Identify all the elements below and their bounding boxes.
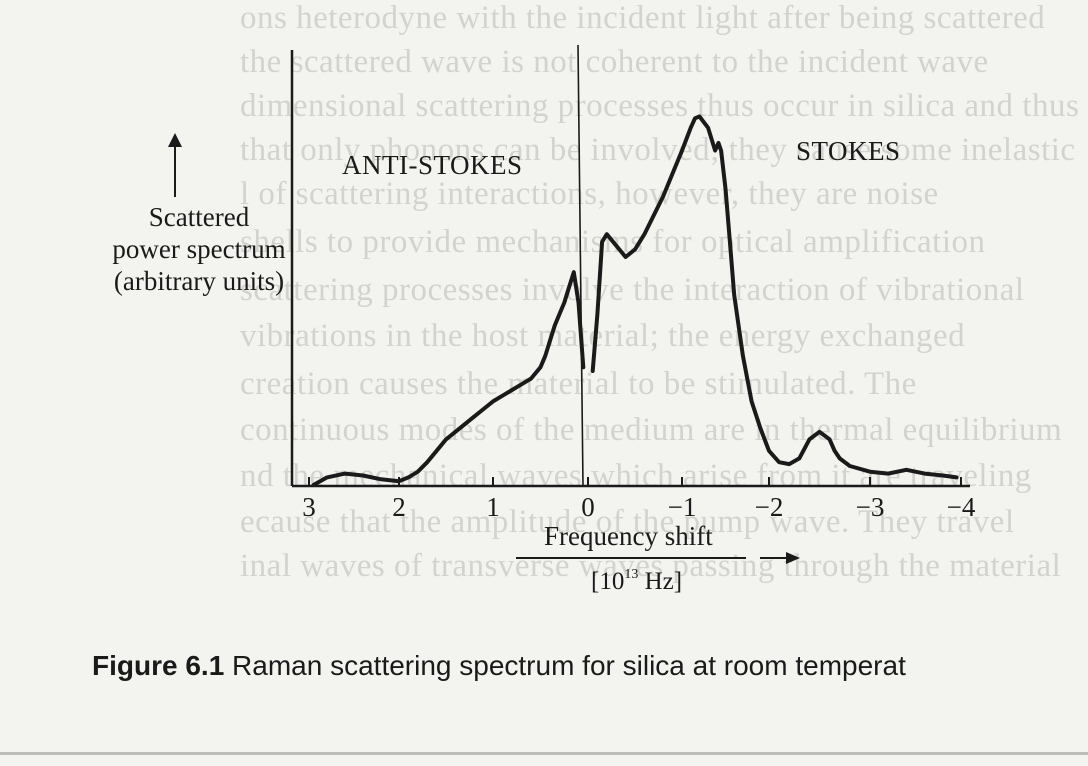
- figure-caption-text: Raman scattering spectrum for silica at …: [224, 650, 906, 681]
- right-arrow-icon: [786, 552, 800, 564]
- y-axis-label-line-3: (arbitrary units): [113, 266, 285, 296]
- x-tick-label: 3: [302, 492, 316, 522]
- y-axis-label-line-1: Scattered: [148, 202, 250, 232]
- x-axis-unit: [1013 Hz]: [591, 567, 682, 596]
- x-tick-label: −1: [668, 492, 697, 522]
- anti-stokes-spectrum-line: [311, 270, 586, 487]
- y-axis-label-line-2: power spectrum: [112, 234, 286, 264]
- y-axis-label: Scattered power spectrum (arbitrary unit…: [104, 201, 294, 297]
- stokes-spectrum-line: [590, 114, 959, 480]
- stokes-label: STOKES: [796, 136, 901, 166]
- x-tick-label: −2: [755, 492, 784, 522]
- x-axis-unit-suffix: Hz]: [638, 568, 683, 595]
- x-tick-label: −4: [947, 492, 976, 522]
- x-tick-label: 0: [581, 492, 595, 522]
- x-axis-unit-prefix: [10: [591, 568, 625, 595]
- x-axis-unit-exponent: 13: [624, 567, 639, 582]
- up-arrow-icon: [168, 133, 182, 197]
- anti-stokes-label: ANTI-STOKES: [342, 150, 523, 180]
- figure-caption: Figure 6.1 Raman scattering spectrum for…: [92, 650, 906, 682]
- zero-shift-divider: [577, 44, 584, 487]
- x-tick-label: 2: [392, 492, 406, 522]
- page-bottom-edge: [0, 752, 1088, 755]
- x-axis-label: Frequency shift: [544, 521, 713, 551]
- figure-number: Figure 6.1: [92, 650, 225, 681]
- x-tick-label: 1: [486, 492, 500, 522]
- x-tick-label: −3: [856, 492, 885, 522]
